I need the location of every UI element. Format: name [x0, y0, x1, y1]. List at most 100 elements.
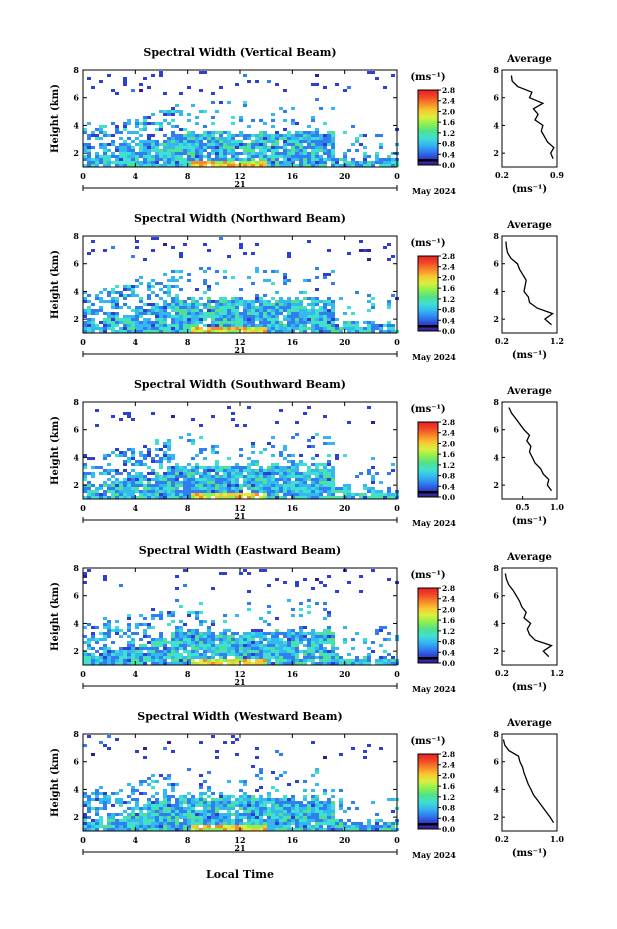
- heat-cell: [187, 330, 191, 333]
- heat-cell: [291, 318, 295, 321]
- heat-cell: [191, 155, 195, 158]
- heat-cell: [131, 454, 135, 457]
- heat-cell: [135, 626, 139, 629]
- heat-cell: [275, 309, 279, 312]
- heat-cell: [211, 587, 215, 590]
- heat-cell: [103, 318, 107, 321]
- heat-cell: [111, 493, 115, 496]
- heat-cell: [195, 330, 199, 333]
- heat-cell: [279, 306, 283, 309]
- heat-cell: [235, 487, 239, 490]
- heat-cell: [387, 493, 391, 496]
- heat-cell: [327, 614, 331, 617]
- heat-cell: [167, 813, 171, 816]
- heat-cell: [343, 312, 347, 315]
- heat-cell: [131, 481, 135, 484]
- heat-cell: [311, 641, 315, 644]
- heat-cell: [275, 650, 279, 653]
- heat-cell: [371, 457, 375, 460]
- heat-cell: [187, 472, 191, 475]
- heat-cell: [367, 249, 371, 252]
- heat-cell: [259, 300, 263, 303]
- average-title: Average: [506, 552, 552, 563]
- heat-cell: [159, 71, 163, 74]
- heat-cell: [95, 297, 99, 300]
- heat-cell: [171, 641, 175, 644]
- heat-cell: [239, 312, 243, 315]
- heat-cell: [251, 650, 255, 653]
- heat-cell: [267, 164, 271, 167]
- heat-cell: [259, 134, 263, 137]
- heat-cell: [295, 309, 299, 312]
- heat-cell: [279, 653, 283, 656]
- heat-cell: [247, 810, 251, 813]
- y-tick-label: 4: [73, 452, 79, 462]
- heat-cell: [323, 472, 327, 475]
- heat-cell: [175, 161, 179, 164]
- heat-cell: [155, 306, 159, 309]
- heat-cell: [223, 641, 227, 644]
- heat-cell: [267, 469, 271, 472]
- heat-cell: [259, 659, 263, 662]
- heat-cell: [199, 134, 203, 137]
- heat-cell: [379, 134, 383, 137]
- heat-cell: [239, 324, 243, 327]
- heat-cell: [91, 327, 95, 330]
- heat-cell: [247, 318, 251, 321]
- heat-cell: [291, 819, 295, 822]
- heat-cell: [95, 466, 99, 469]
- heat-cell: [203, 279, 207, 282]
- heat-cell: [111, 484, 115, 487]
- heat-cell: [267, 300, 271, 303]
- heat-cell: [271, 828, 275, 831]
- heat-cell: [211, 641, 215, 644]
- heat-cell: [203, 306, 207, 309]
- heat-cell: [183, 584, 187, 587]
- heat-cell: [211, 161, 215, 164]
- heat-cell: [319, 469, 323, 472]
- colorbar-unit: (ms⁻¹): [410, 72, 445, 83]
- heat-cell: [83, 478, 87, 481]
- heat-cell: [131, 789, 135, 792]
- heat-cell: [335, 590, 339, 593]
- heat-cell: [223, 321, 227, 324]
- heat-cell: [107, 496, 111, 499]
- heat-cell: [99, 807, 103, 810]
- heat-cell: [155, 294, 159, 297]
- heat-cell: [147, 822, 151, 825]
- heat-cell: [219, 825, 223, 828]
- heat-cell: [95, 409, 99, 412]
- heat-cell: [331, 810, 335, 813]
- heat-cell: [363, 638, 367, 641]
- heat-cell: [211, 632, 215, 635]
- heat-cell: [91, 472, 95, 475]
- heat-cell: [175, 125, 179, 128]
- heat-cell: [119, 822, 123, 825]
- average-unit: (ms⁻¹): [512, 184, 547, 195]
- heat-cell: [119, 656, 123, 659]
- heat-cell: [279, 107, 283, 110]
- heat-cell: [219, 137, 223, 140]
- heat-cell: [227, 478, 231, 481]
- heat-cell: [315, 768, 319, 771]
- heat-cell: [127, 475, 131, 478]
- heat-cell: [187, 306, 191, 309]
- heat-cell: [259, 472, 263, 475]
- heat-cell: [283, 457, 287, 460]
- heat-cell: [191, 484, 195, 487]
- heat-cell: [227, 475, 231, 478]
- heat-cell: [391, 255, 395, 258]
- heat-cell: [207, 306, 211, 309]
- heat-cell: [195, 810, 199, 813]
- heat-cell: [203, 110, 207, 113]
- heat-cell: [115, 629, 119, 632]
- heat-cell: [351, 125, 355, 128]
- heat-cell: [255, 80, 259, 83]
- heat-cell: [315, 158, 319, 161]
- heat-cell: [259, 641, 263, 644]
- heat-cell: [115, 813, 119, 816]
- heat-cell: [331, 143, 335, 146]
- heat-cell: [211, 490, 215, 493]
- heat-cell: [135, 822, 139, 825]
- heat-cell: [83, 487, 87, 490]
